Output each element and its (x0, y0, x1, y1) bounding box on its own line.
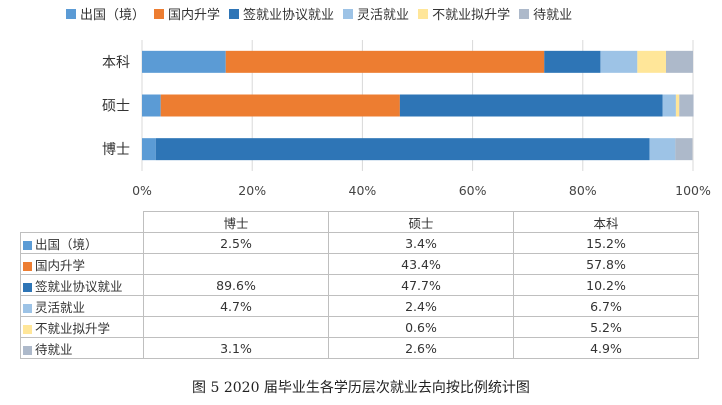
table-row-header: 待就业 (20, 337, 144, 359)
legend-label: 灵活就业 (357, 8, 410, 23)
legend-label: 签就业协议就业 (243, 8, 335, 23)
bar-segment (544, 50, 601, 73)
legend-item: 不就业拟升学 (418, 4, 510, 23)
table-cell: 2.4% (328, 295, 514, 317)
bar-segment (679, 94, 694, 117)
table-row-swatch (23, 261, 32, 271)
legend-item: 签就业协议就业 (229, 4, 334, 23)
table-cell (143, 253, 329, 275)
table-row: 国内升学 43.4% 57.8% (20, 253, 699, 275)
legend-swatch (229, 8, 240, 19)
table-row-header: 不就业拟升学 (20, 316, 144, 338)
table-row-swatch (23, 345, 32, 355)
legend-swatch (343, 8, 354, 19)
table-row-header: 国内升学 (20, 253, 144, 275)
legend-label: 待就业 (533, 8, 573, 23)
table-row-swatch (23, 303, 32, 313)
bar-segment (142, 138, 156, 161)
bar-segment (142, 50, 226, 73)
bar-segment (600, 50, 638, 73)
table-column-header: 博士 (143, 211, 329, 233)
bar-segment (399, 94, 663, 117)
table-cell (143, 316, 329, 338)
table-row-label: 待就业 (35, 341, 73, 357)
table-row-label: 灵活就业 (35, 299, 86, 315)
legend-swatch (519, 8, 530, 19)
x-tick-label: 0% (132, 183, 152, 198)
table-cell: 5.2% (513, 316, 699, 338)
table-cell: 89.6% (143, 274, 329, 296)
data-table: 博士 硕士 本科 出国（境） 2.5% 3.4% 15.2% 国内升学 43.4% 57.8% 签就… (20, 211, 699, 359)
table-row-header: 灵活就业 (20, 295, 144, 317)
table-corner (20, 211, 144, 233)
x-tick-label: 20% (238, 183, 266, 198)
category-label: 本科 (102, 55, 130, 71)
table-row-swatch (23, 324, 32, 334)
table-row-swatch (23, 282, 32, 292)
table-row: 签就业协议就业 89.6% 47.7% 10.2% (20, 274, 699, 296)
table-header-row: 博士 硕士 本科 (20, 211, 699, 233)
table-cell: 6.7% (513, 295, 699, 317)
category-label: 硕士 (102, 99, 130, 115)
legend-item: 灵活就业 (343, 4, 409, 23)
table-cell: 3.1% (143, 337, 329, 359)
table-cell: 4.7% (143, 295, 329, 317)
legend-label: 国内升学 (168, 8, 221, 23)
legend-item: 待就业 (519, 4, 572, 23)
table-row-header: 签就业协议就业 (20, 274, 144, 296)
table-row-header: 出国（境） (20, 232, 144, 254)
bar-segment (225, 50, 545, 73)
table-row-label: 出国（境） (35, 236, 98, 252)
x-tick-label: 40% (349, 183, 377, 198)
bar-segment (649, 138, 676, 161)
bar-segment (666, 50, 693, 73)
bar-segment (160, 94, 400, 117)
table-cell: 43.4% (328, 253, 514, 275)
table-cell: 2.5% (143, 232, 329, 254)
table-row-label: 签就业协议就业 (35, 278, 123, 294)
bar-segment (637, 50, 667, 73)
table-cell: 15.2% (513, 232, 699, 254)
table-row: 出国（境） 2.5% 3.4% 15.2% (20, 232, 699, 254)
table-row: 不就业拟升学 0.6% 5.2% (20, 316, 699, 338)
table-column-header: 硕士 (328, 211, 514, 233)
bar-segment (662, 94, 676, 117)
table-cell: 4.9% (513, 337, 699, 359)
table-cell: 57.8% (513, 253, 699, 275)
x-tick-label: 60% (459, 183, 487, 198)
category-label: 博士 (102, 141, 130, 158)
bar-segment (155, 138, 650, 161)
chart-legend: 出国（境） 国内升学 签就业协议就业 灵活就业 不就业拟升学 待就业 (66, 4, 581, 23)
legend-item: 国内升学 (154, 4, 220, 23)
table-row-label: 国内升学 (35, 257, 86, 273)
table-cell: 47.7% (328, 274, 514, 296)
legend-swatch (154, 8, 165, 19)
table-row: 待就业 3.1% 2.6% 4.9% (20, 337, 699, 359)
legend-swatch (418, 8, 429, 19)
bar-segment (142, 94, 161, 117)
table-row-label: 不就业拟升学 (35, 320, 111, 336)
bar-segment (675, 94, 680, 117)
table-row-swatch (23, 240, 32, 250)
table-cell: 10.2% (513, 274, 699, 296)
legend-label: 出国（境） (80, 8, 146, 23)
table-column-header: 本科 (513, 211, 699, 233)
figure-caption: 图 5 2020 届毕业生各学历层次就业去向按比例统计图 (192, 380, 530, 396)
table-cell: 3.4% (328, 232, 514, 254)
legend-swatch (66, 8, 76, 19)
table-cell: 2.6% (328, 337, 514, 359)
bar-segment (675, 138, 693, 161)
table-cell: 0.6% (328, 316, 514, 338)
legend-item: 出国（境） (66, 4, 145, 23)
x-tick-label: 100% (675, 183, 711, 198)
legend-label: 不就业拟升学 (432, 8, 511, 23)
table-row: 灵活就业 4.7% 2.4% 6.7% (20, 295, 699, 317)
x-tick-label: 80% (569, 183, 597, 198)
